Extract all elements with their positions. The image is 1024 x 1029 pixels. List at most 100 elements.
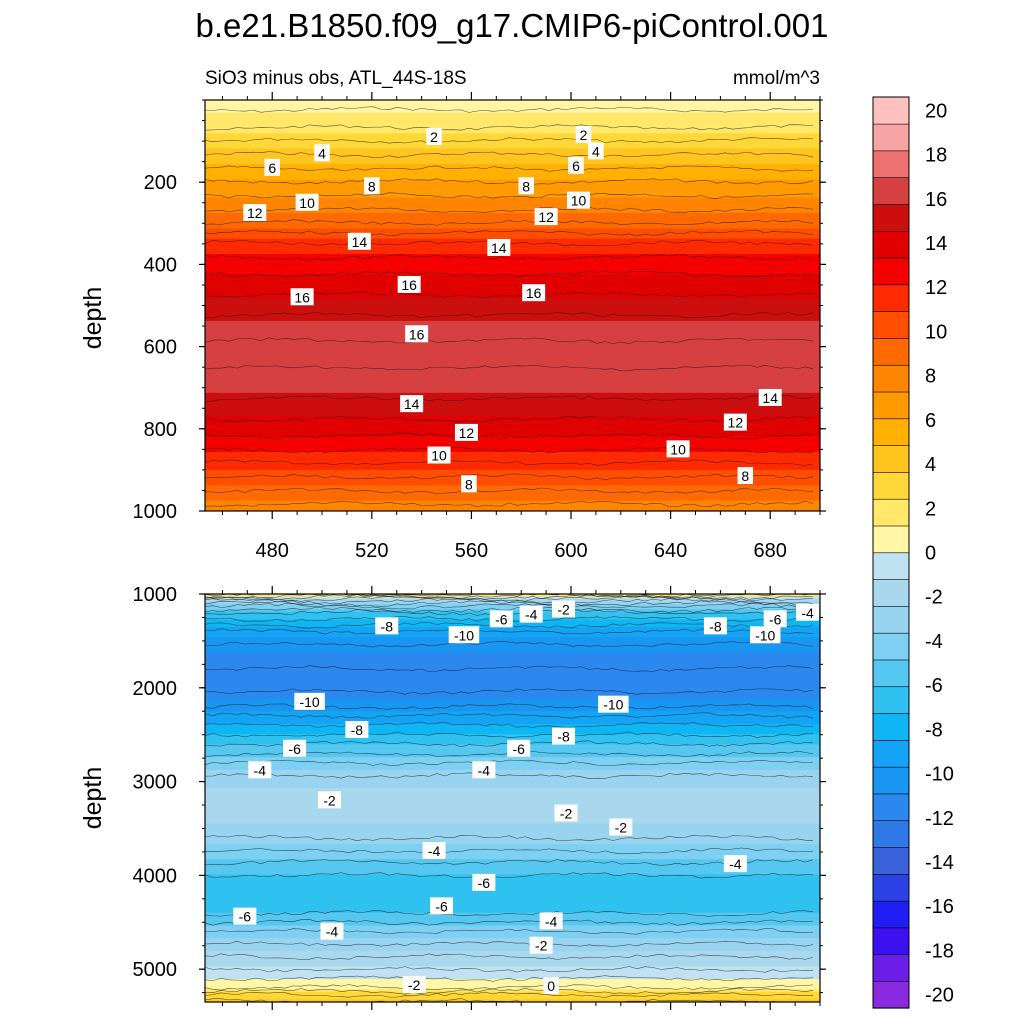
lower-contour-band xyxy=(205,869,820,873)
lower-contour-band xyxy=(205,823,820,827)
upper-contour-band xyxy=(205,146,820,150)
lower-contour-band xyxy=(205,769,820,774)
upper-contour-line xyxy=(205,432,814,440)
lower-contour-band xyxy=(205,716,820,720)
upper-contour-band xyxy=(205,248,820,253)
colorbar-tick-label: 8 xyxy=(925,366,936,388)
lower-contour-line xyxy=(205,731,814,739)
colorbar-tick-label: -12 xyxy=(925,808,954,830)
colorbar-swatch xyxy=(872,445,910,473)
lower-contour-label: -4 xyxy=(539,912,563,930)
lower-contour-labels: -2-4-6-8-10-8-10-6 -4-10 -10-8 -8-6 -6-4 -4-2… xyxy=(233,600,820,995)
colorbar-swatch xyxy=(872,980,910,1009)
lower-contour-band xyxy=(205,706,820,710)
upper-contour-band xyxy=(205,308,820,312)
lower-contour-band xyxy=(205,683,820,687)
lower-contour-band xyxy=(205,662,820,666)
lower-contour-label: -8 xyxy=(345,721,369,738)
upper-contour-band xyxy=(205,243,820,248)
upper-contour-band xyxy=(205,457,820,461)
lower-contour-label: -4 xyxy=(320,922,344,940)
upper-contour-band xyxy=(205,169,820,173)
lower-contour-band xyxy=(205,690,820,695)
svg-text:-6: -6 xyxy=(435,898,448,914)
upper-contour-label: 14 xyxy=(400,395,424,413)
lower-contour-band xyxy=(205,772,820,776)
lower-contour-band xyxy=(205,971,820,975)
upper-contour-line xyxy=(205,446,814,454)
colorbar-swatch xyxy=(872,873,910,902)
lower-contour-label: -6 xyxy=(472,873,496,891)
colorbar-swatch xyxy=(872,578,910,607)
lower-contour-band xyxy=(205,652,820,656)
lower-contour-band xyxy=(205,968,820,972)
upper-contour-label: 14 xyxy=(758,388,782,406)
upper-contour-band xyxy=(205,344,820,348)
lower-contour-band xyxy=(205,951,820,955)
upper-contour-band xyxy=(205,441,820,445)
upper-contour-band xyxy=(205,174,820,178)
upper-contour-band xyxy=(205,451,820,456)
upper-contour-band xyxy=(205,197,820,201)
lower-contour-label: -4 xyxy=(723,855,747,873)
colorbar-tick-label: -16 xyxy=(925,896,954,918)
lower-contour-label: -8 xyxy=(703,617,727,635)
upper-contour-band xyxy=(205,362,820,366)
colorbar-swatch xyxy=(872,284,910,312)
svg-text:14: 14 xyxy=(491,240,507,256)
upper-contour-band xyxy=(205,290,820,294)
upper-contour-band xyxy=(205,128,820,132)
upper-contour-band xyxy=(205,480,820,484)
upper-contour-band xyxy=(205,433,820,438)
lower-contour-band xyxy=(205,734,820,738)
colorbar-swatch xyxy=(872,311,910,339)
upper-contour-band xyxy=(205,115,820,119)
lower-contour-band xyxy=(205,996,820,1001)
x-tick-label: 560 xyxy=(455,540,488,562)
lower-contour-band xyxy=(205,660,820,664)
lower-contour-label: -2 xyxy=(552,600,576,618)
lower-contour-label: -6 xyxy=(283,739,307,757)
lower-contour-band xyxy=(205,688,820,692)
upper-contour-band xyxy=(205,379,820,384)
lower-contour-band xyxy=(205,922,820,927)
lower-contour-band xyxy=(205,708,820,712)
lower-contour-band xyxy=(205,777,820,781)
lower-contour-band xyxy=(205,680,820,684)
lower-contour-line xyxy=(205,835,814,842)
colorbar-frame xyxy=(872,96,910,1009)
upper-contour-line xyxy=(205,364,814,372)
lower-contour-band xyxy=(205,685,820,689)
colorbar-tick-label: 18 xyxy=(925,145,947,167)
upper-contour-band xyxy=(205,403,820,407)
lower-contour-band xyxy=(205,854,820,858)
colorbar-swatch xyxy=(872,525,910,554)
lower-contour-band xyxy=(205,787,820,791)
lower-contour-band xyxy=(205,948,820,952)
lower-contour-band xyxy=(205,711,820,715)
y-tick-label: 2000 xyxy=(133,678,178,700)
upper-contour-label: 8 xyxy=(461,475,477,493)
upper-contour-band xyxy=(205,385,820,389)
lower-contour-band xyxy=(205,606,820,610)
upper-contour-band xyxy=(205,408,820,412)
lower-contour-band xyxy=(205,917,820,921)
upper-contour-band xyxy=(205,241,820,245)
svg-text:12: 12 xyxy=(728,415,744,431)
colorbar-swatch xyxy=(872,793,910,822)
lower-contour-band xyxy=(205,999,820,1002)
upper-contour-label: 16 xyxy=(405,325,429,343)
upper-contour-line xyxy=(205,230,814,237)
lower-contour-label: -4 xyxy=(519,605,543,623)
x-tick-label: 480 xyxy=(256,540,289,562)
svg-text:10: 10 xyxy=(299,195,315,211)
upper-ylabel: depth xyxy=(79,287,107,350)
y-tick-label: 3000 xyxy=(133,772,178,794)
colorbar-swatch xyxy=(872,471,910,500)
upper-contour-band xyxy=(205,207,820,212)
colorbar-swatch xyxy=(872,632,910,661)
upper-contour-band xyxy=(205,151,820,155)
colorbar-swatch xyxy=(872,337,910,366)
upper-contour-band xyxy=(205,444,820,448)
lower-contour-line xyxy=(205,641,814,648)
